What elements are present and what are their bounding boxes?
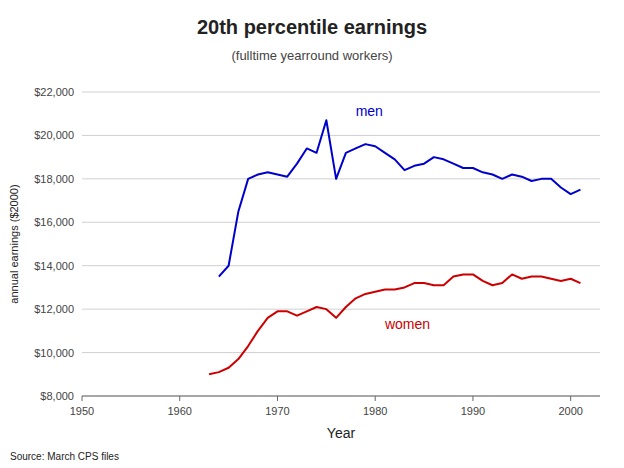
x-tick [277, 396, 278, 401]
source-note: Source: March CPS files [10, 451, 119, 462]
line-label: men [356, 103, 383, 119]
y-tick-label: $18,000 [34, 173, 74, 185]
grid-line [82, 352, 600, 353]
annotations: men women [356, 103, 430, 332]
subtitle: (fulltime yearround workers) [231, 48, 392, 63]
y-tick-label: $16,000 [34, 216, 74, 228]
y-tick-label: $10,000 [34, 347, 74, 359]
line-label: women [384, 316, 430, 332]
y-tick-label: $12,000 [34, 303, 74, 315]
x-tick-label: 1990 [461, 405, 485, 417]
series-line [219, 120, 581, 276]
chart-svg: 20th percentile earnings (fulltime yearro… [0, 0, 624, 468]
y-tick-label: $20,000 [34, 129, 74, 141]
grid-line [82, 309, 600, 310]
grid-line [82, 222, 600, 223]
grid-line [82, 396, 600, 397]
x-tick [179, 396, 180, 401]
grid-line [82, 92, 600, 93]
x-axis: 1950 1960 1970 1980 1990 2000 [70, 396, 600, 417]
x-axis-label: Year [327, 425, 356, 441]
x-tick [375, 396, 376, 401]
x-tick-label: 1950 [70, 405, 94, 417]
x-axis-line [82, 396, 600, 397]
x-tick [82, 396, 83, 401]
lines [209, 120, 580, 374]
x-tick-label: 1970 [265, 405, 289, 417]
y-tick-label: $22,000 [34, 86, 74, 98]
title: 20th percentile earnings [197, 16, 427, 38]
grid-line [82, 135, 600, 136]
y-tick-label: $14,000 [34, 260, 74, 272]
x-tick [472, 396, 473, 401]
x-tick-label: 1980 [363, 405, 387, 417]
y-axis: $8,000 $10,000 $12,000 $14,000 $16,000 $18,00… [34, 86, 74, 402]
grid [82, 92, 600, 396]
y-axis-label: annual earnings ($2000) [8, 184, 20, 303]
series-line [209, 274, 580, 374]
x-tick [570, 396, 571, 401]
grid-line [82, 178, 600, 179]
grid-line [82, 265, 600, 266]
x-tick-label: 1960 [167, 405, 191, 417]
chart-container: 20th percentile earnings (fulltime yearro… [0, 0, 624, 468]
x-tick-label: 2000 [558, 405, 582, 417]
y-tick-label: $8,000 [40, 390, 74, 402]
